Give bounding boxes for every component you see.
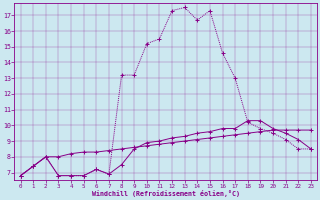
- X-axis label: Windchill (Refroidissement éolien,°C): Windchill (Refroidissement éolien,°C): [92, 190, 240, 197]
